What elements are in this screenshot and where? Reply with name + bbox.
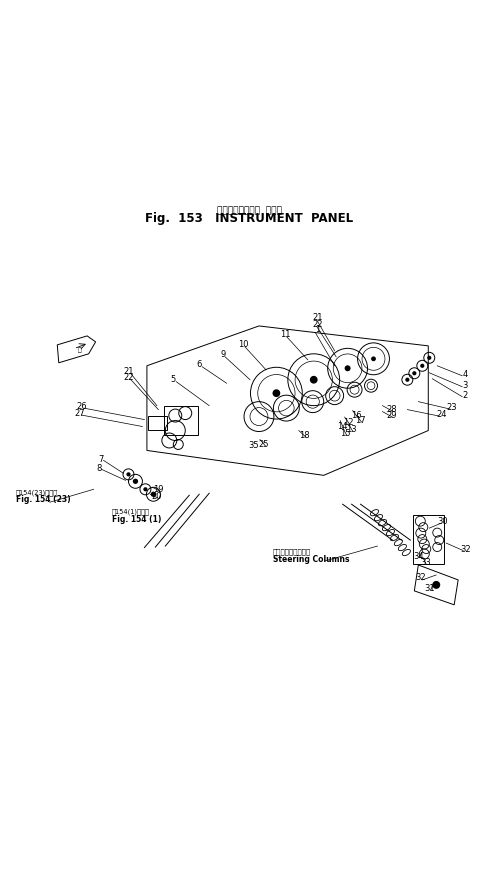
Text: 21: 21 xyxy=(123,368,134,376)
Text: 26: 26 xyxy=(76,402,87,411)
Text: 3: 3 xyxy=(463,381,468,390)
Circle shape xyxy=(126,472,130,476)
Text: ステアリングコラム: ステアリングコラム xyxy=(273,549,311,556)
Text: 27: 27 xyxy=(74,409,85,418)
Text: 第154(23)図参照: 第154(23)図参照 xyxy=(16,489,58,496)
Text: 30: 30 xyxy=(437,517,448,526)
Text: 12: 12 xyxy=(343,418,354,427)
Circle shape xyxy=(272,389,280,397)
Text: 4: 4 xyxy=(463,370,468,379)
Text: 32: 32 xyxy=(415,573,426,583)
Text: 17: 17 xyxy=(355,416,366,425)
Text: 24: 24 xyxy=(436,410,447,419)
Text: 2: 2 xyxy=(463,391,468,400)
Text: 35: 35 xyxy=(249,441,259,450)
Text: 前: 前 xyxy=(78,347,82,353)
Text: 28: 28 xyxy=(386,405,397,414)
Text: Fig.  153   INSTRUMENT  PANEL: Fig. 153 INSTRUMENT PANEL xyxy=(145,212,353,225)
Circle shape xyxy=(412,371,416,375)
Text: 13: 13 xyxy=(346,425,357,434)
Bar xyxy=(164,406,198,435)
Circle shape xyxy=(420,364,424,368)
Text: 22: 22 xyxy=(123,374,134,382)
Circle shape xyxy=(143,487,147,491)
Circle shape xyxy=(345,365,351,371)
Text: 8: 8 xyxy=(96,464,101,473)
Text: 25: 25 xyxy=(258,440,269,449)
Text: 18: 18 xyxy=(299,431,310,440)
Text: 33: 33 xyxy=(420,558,431,568)
Text: 5: 5 xyxy=(171,375,176,384)
Circle shape xyxy=(427,355,431,360)
Circle shape xyxy=(133,479,138,484)
Text: 20: 20 xyxy=(151,492,162,501)
Text: 9: 9 xyxy=(221,350,226,360)
Circle shape xyxy=(371,356,376,361)
Text: インスツルメント  パネル: インスツルメント パネル xyxy=(217,206,281,215)
Circle shape xyxy=(310,376,318,383)
Text: 31: 31 xyxy=(424,584,435,593)
Text: 19: 19 xyxy=(153,485,164,494)
Circle shape xyxy=(405,378,409,381)
Text: 22: 22 xyxy=(312,320,323,329)
Text: 34: 34 xyxy=(413,551,424,561)
Text: 7: 7 xyxy=(98,455,103,464)
Text: 32: 32 xyxy=(460,544,471,554)
Text: 6: 6 xyxy=(197,361,202,369)
Text: 10: 10 xyxy=(238,341,249,349)
Text: 14: 14 xyxy=(337,422,348,431)
Circle shape xyxy=(151,491,156,497)
Text: 29: 29 xyxy=(386,411,397,420)
Circle shape xyxy=(432,581,440,589)
Text: 1: 1 xyxy=(315,326,320,334)
Text: 16: 16 xyxy=(351,411,362,420)
Text: Steering Columns: Steering Columns xyxy=(273,555,350,564)
Text: 23: 23 xyxy=(447,403,458,412)
Text: 21: 21 xyxy=(312,314,323,322)
Text: Fig. 154 (1): Fig. 154 (1) xyxy=(112,515,161,523)
Text: 15: 15 xyxy=(340,429,351,438)
Bar xyxy=(148,415,167,429)
Text: 11: 11 xyxy=(279,330,290,340)
Text: 第154(1)図参照: 第154(1)図参照 xyxy=(112,509,150,516)
Text: Fig. 154 (23): Fig. 154 (23) xyxy=(16,495,71,503)
